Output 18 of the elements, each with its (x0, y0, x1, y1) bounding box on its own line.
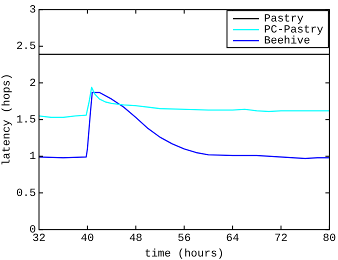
legend-label: PC-Pastry (264, 24, 324, 37)
x-tick-label: 56 (178, 233, 191, 246)
x-tick-label: 40 (80, 233, 94, 246)
y-tick-label: 0.5 (16, 188, 36, 200)
x-tick-label: 80 (322, 233, 336, 246)
x-tick-label: 64 (226, 233, 240, 246)
x-tick-label: 48 (129, 233, 142, 246)
x-axis-title: time (hours) (144, 248, 224, 260)
x-tick-label: 72 (274, 233, 288, 246)
y-tick-label: 2.5 (16, 41, 36, 54)
legend-label: Beehive (264, 36, 310, 48)
y-tick-label: 1 (29, 151, 36, 164)
legend-label: Pastry (264, 14, 304, 26)
y-tick-label: 3 (29, 4, 36, 17)
y-tick-label: 2 (29, 78, 36, 90)
x-tick-label: 32 (32, 233, 46, 246)
y-axis-title: latency (hops) (2, 73, 14, 166)
y-tick-label: 1.5 (16, 114, 36, 127)
